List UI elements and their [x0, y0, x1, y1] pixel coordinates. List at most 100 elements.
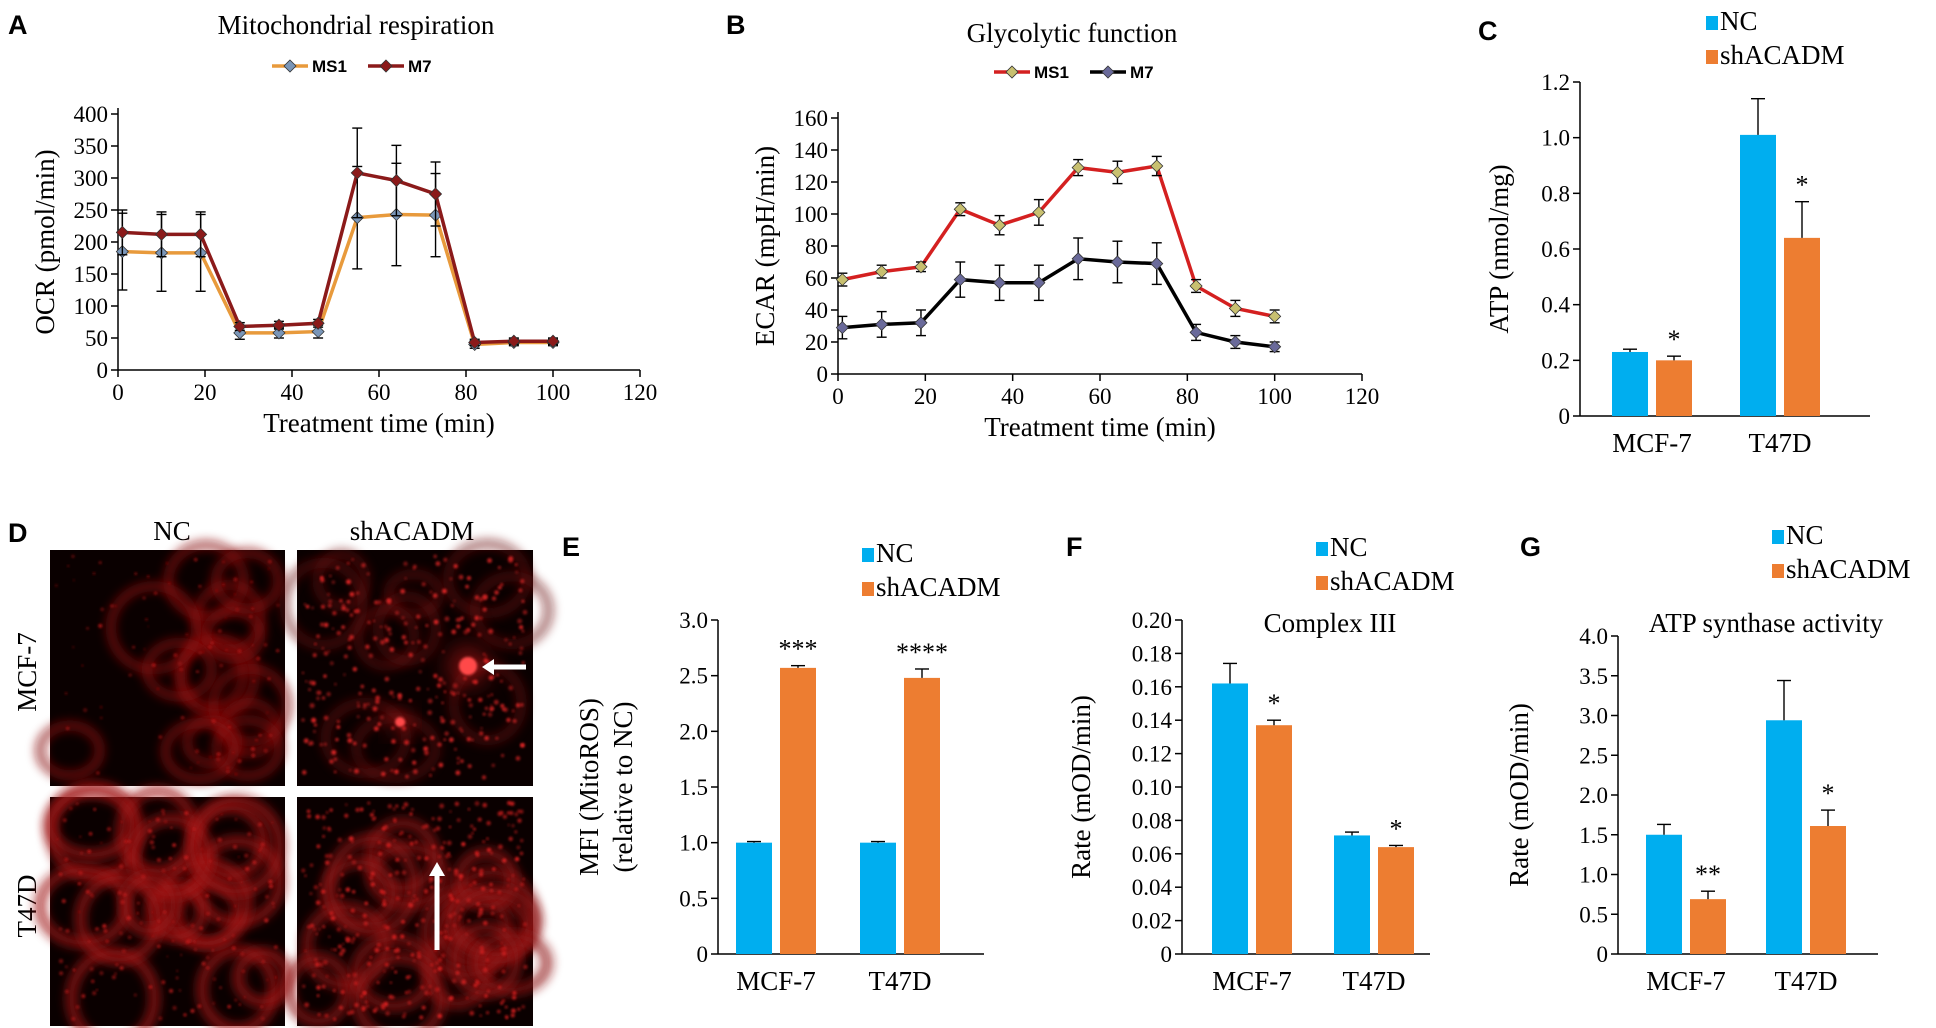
fluorescent-punctum: [460, 907, 464, 912]
fluorescent-punctum: [382, 890, 386, 895]
fluorescent-punctum: [333, 1017, 337, 1021]
x-tick-label: 120: [1345, 384, 1380, 409]
fluorescent-punctum: [490, 889, 494, 893]
fluorescent-punctum: [486, 847, 492, 853]
fluorescent-punctum: [395, 857, 400, 862]
fluorescent-punctum: [154, 591, 158, 595]
fluorescent-punctum: [456, 761, 460, 765]
fluorescent-punctum: [404, 739, 410, 745]
fluorescent-punctum: [222, 560, 225, 564]
fluorescent-punctum: [351, 860, 357, 865]
fluorescent-punctum: [83, 708, 87, 712]
data-point: [1228, 335, 1242, 349]
fluorescent-punctum: [315, 900, 321, 905]
fluorescent-punctum: [245, 867, 250, 871]
fluorescent-punctum: [209, 860, 212, 863]
fluorescent-punctum: [321, 696, 326, 700]
fluorescent-punctum: [356, 715, 360, 719]
fluorescent-punctum: [485, 958, 489, 962]
fluorescent-punctum: [184, 855, 189, 860]
data-point: [1268, 340, 1282, 354]
fluorescent-punctum: [137, 901, 140, 905]
cell-outline: [118, 871, 180, 938]
fluorescent-punctum: [374, 600, 378, 605]
x-tick-label: 40: [281, 380, 304, 405]
chart-title: Mitochondrial respiration: [218, 10, 495, 40]
significance-label: ****: [896, 638, 948, 667]
category-label: MCF-7: [1612, 428, 1692, 458]
fluorescent-punctum: [199, 926, 203, 930]
fluorescent-punctum: [155, 817, 160, 822]
fluorescent-punctum: [330, 915, 336, 921]
fluorescent-punctum: [482, 840, 485, 843]
fluorescent-punctum: [315, 932, 318, 936]
fluorescent-punctum: [301, 868, 306, 873]
y-tick-label: 1.5: [679, 775, 708, 800]
fluorescent-punctum: [72, 646, 75, 649]
fluorescent-punctum: [367, 961, 372, 966]
fluorescent-punctum: [65, 965, 68, 969]
fluorescent-punctum: [349, 769, 352, 772]
fluorescent-punctum: [67, 564, 70, 567]
fluorescent-punctum: [216, 917, 221, 921]
x-tick-label: 40: [1001, 384, 1024, 409]
fluorescent-punctum: [442, 681, 446, 685]
cell-outline: [74, 871, 165, 966]
y-tick-label: 3.5: [1579, 664, 1608, 689]
fluorescent-punctum: [446, 840, 452, 846]
fluorescent-punctum: [453, 564, 458, 569]
fluorescent-punctum: [403, 561, 408, 566]
fluorescent-punctum: [407, 891, 411, 895]
fluorescent-punctum: [316, 696, 320, 701]
fluorescent-punctum: [347, 1011, 351, 1016]
fluorescent-punctum: [119, 931, 123, 935]
fluorescent-punctum: [433, 828, 437, 832]
fluorescent-punctum: [468, 703, 473, 708]
fluorescent-punctum: [393, 949, 397, 953]
legend-label: M7: [1130, 63, 1154, 82]
fluorescent-punctum: [429, 877, 434, 882]
fluorescent-punctum: [403, 802, 409, 807]
data-point: [993, 276, 1007, 290]
fluorescent-punctum: [520, 703, 524, 707]
fluorescent-punctum: [260, 842, 265, 847]
fluorescent-punctum: [355, 933, 360, 937]
fluorescent-punctum: [161, 809, 165, 813]
fluorescent-punctum: [158, 735, 163, 739]
fluorescent-punctum: [392, 807, 396, 811]
fluorescent-punctum: [438, 677, 443, 683]
y-tick-label: 2.0: [679, 719, 708, 744]
fluorescent-punctum: [226, 766, 230, 770]
fluorescent-punctum: [328, 853, 333, 859]
fluorescent-punctum: [392, 934, 397, 940]
fluorescent-punctum: [232, 751, 235, 754]
fluorescent-punctum: [339, 599, 343, 603]
y-tick-label: 0.14: [1132, 708, 1173, 733]
fluorescent-punctum: [227, 1005, 231, 1009]
fluorescent-punctum: [322, 826, 327, 830]
fluorescent-punctum: [323, 622, 329, 628]
fluorescent-punctum: [223, 938, 226, 941]
x-tick-label: 20: [914, 384, 937, 409]
fluorescent-punctum: [124, 839, 128, 843]
fluorescent-punctum: [127, 935, 132, 940]
fluorescent-punctum: [424, 750, 429, 756]
fluorescent-punctum: [519, 851, 524, 856]
fluorescent-punctum: [317, 1013, 321, 1016]
fluorescent-punctum: [518, 588, 523, 593]
fluorescent-punctum: [357, 865, 363, 871]
fluorescent-punctum: [198, 651, 202, 655]
fluorescent-punctum: [271, 902, 275, 905]
fluorescent-punctum: [514, 563, 518, 566]
fluorescent-punctum: [59, 872, 63, 876]
fluorescent-punctum: [461, 979, 467, 985]
category-label: T47D: [1343, 966, 1406, 996]
fluorescent-punctum: [366, 703, 370, 706]
fluorescent-punctum: [309, 892, 313, 896]
cell-outline: [364, 816, 441, 895]
fluorescent-punctum: [260, 1005, 264, 1008]
legend-marker: [379, 59, 393, 73]
fluorescent-punctum: [324, 854, 329, 858]
x-tick-label: 80: [455, 380, 478, 405]
fluorescent-punctum: [478, 697, 483, 702]
